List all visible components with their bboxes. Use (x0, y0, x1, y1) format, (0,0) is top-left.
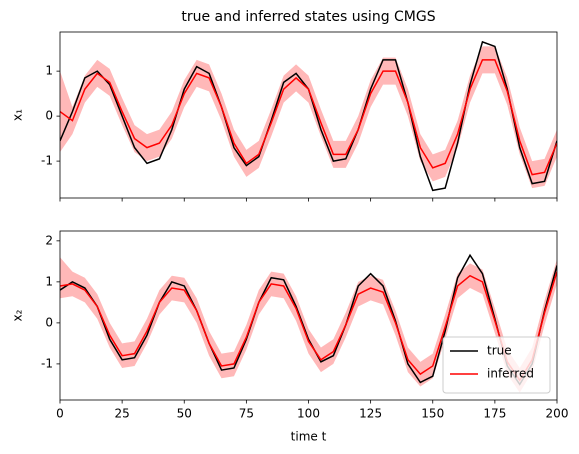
x-tick-label: 200 (546, 407, 569, 421)
uncertainty-band (60, 46, 557, 189)
x-tick-label: 125 (359, 407, 382, 421)
y-axis-label: x₂ (11, 309, 25, 321)
series-line (60, 271, 557, 382)
x-tick-label: 50 (177, 407, 192, 421)
plot-area (60, 253, 557, 393)
x-tick-label: 150 (421, 407, 444, 421)
y-tick-label: 0 (45, 315, 53, 329)
y-tick-label: 1 (45, 64, 53, 78)
x-axis-label: time t (291, 430, 327, 444)
y-axis-label: x₁ (11, 109, 25, 121)
legend-label: inferred (487, 367, 534, 381)
y-tick-label: 0 (45, 109, 53, 123)
plot-area (60, 40, 557, 192)
y-tick-label: -1 (41, 356, 53, 370)
series-line (60, 59, 557, 176)
y-tick-label: 1 (45, 274, 53, 288)
chart-title: true and inferred states using CMGS (181, 9, 435, 25)
y-tick-label: -1 (41, 154, 53, 168)
legend-label: true (487, 344, 512, 358)
x-tick-label: 75 (239, 407, 254, 421)
y-tick-label: 2 (45, 233, 53, 247)
x-tick-label: 25 (114, 407, 129, 421)
x-tick-label: 100 (297, 407, 320, 421)
x-tick-label: 0 (56, 407, 64, 421)
x-tick-label: 175 (483, 407, 506, 421)
